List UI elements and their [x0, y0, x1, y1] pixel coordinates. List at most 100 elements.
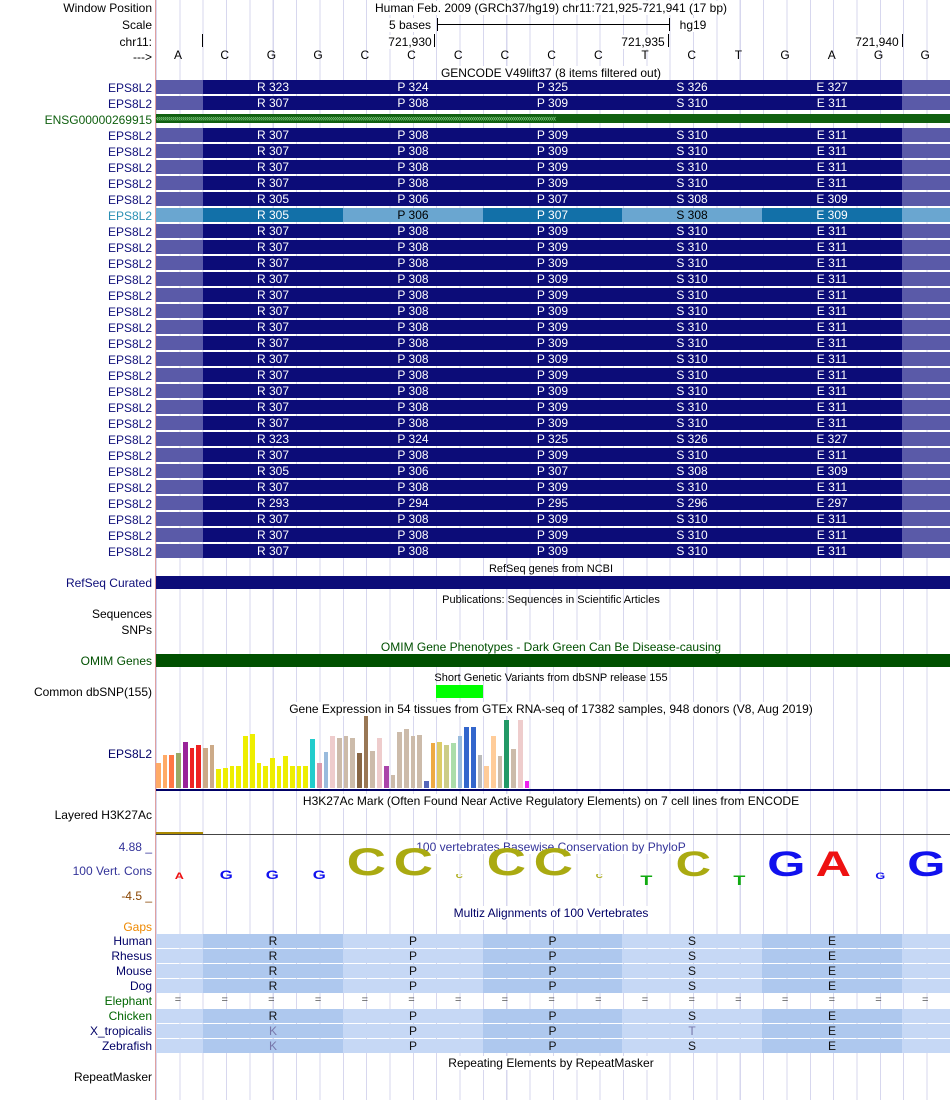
codon-amino-acid[interactable]: P 308 — [343, 272, 483, 286]
codon-amino-acid[interactable]: E 311 — [762, 240, 902, 254]
codon-amino-acid[interactable]: S 310 — [622, 528, 762, 542]
gencode-transcript-row[interactable]: R 305 P 306 P 307 S 308 E 309 — [156, 192, 950, 206]
codon-amino-acid[interactable]: P 295 — [483, 496, 622, 510]
codon-amino-acid[interactable]: P 308 — [343, 320, 483, 334]
gencode-transcript-row[interactable]: R 307 P 308 P 309 S 310 E 311 — [156, 544, 950, 558]
codon-amino-acid[interactable]: P 309 — [483, 128, 622, 142]
codon-amino-acid[interactable]: S 326 — [622, 80, 762, 94]
dbsnp-label[interactable]: Common dbSNP(155) — [33, 685, 152, 699]
gtex-tissue-bar[interactable] — [323, 752, 329, 788]
gtex-tissue-bar[interactable] — [310, 739, 315, 788]
multiz-species-label[interactable]: Rhesus — [111, 949, 152, 963]
gtex-tissue-bar[interactable] — [377, 738, 382, 788]
gtex-tissue-bar[interactable] — [162, 755, 168, 788]
codon-amino-acid[interactable]: S 310 — [622, 512, 762, 526]
codon-amino-acid[interactable]: S 310 — [622, 256, 762, 270]
codon-amino-acid[interactable]: S 310 — [622, 288, 762, 302]
repeatmasker-label[interactable]: RepeatMasker — [73, 1070, 152, 1084]
lncrna-gene-bar[interactable]: ‹‹‹‹‹‹‹‹‹‹‹‹‹‹‹‹‹‹‹‹‹‹‹‹‹‹‹‹‹‹‹‹‹‹‹‹‹‹‹‹… — [156, 114, 950, 123]
codon-amino-acid[interactable]: P 309 — [483, 176, 622, 190]
codon-amino-acid[interactable]: R 307 — [203, 128, 343, 142]
gencode-transcript-label[interactable]: EPS8L2 — [107, 241, 152, 255]
gencode-transcript-row[interactable]: R 307 P 308 P 309 S 310 E 311 — [156, 320, 950, 334]
gtex-tissue-bar[interactable] — [296, 766, 302, 788]
codon-amino-acid[interactable]: E 311 — [762, 224, 902, 238]
gencode-transcript-label[interactable]: EPS8L2 — [107, 337, 152, 351]
gtex-tissue-bar[interactable] — [390, 775, 396, 788]
codon-amino-acid[interactable]: E 311 — [762, 448, 902, 462]
codon-amino-acid[interactable]: S 310 — [622, 336, 762, 350]
multiz-species-label[interactable]: Elephant — [104, 994, 152, 1008]
codon-amino-acid[interactable]: R 307 — [203, 336, 343, 350]
gtex-tissue-bar[interactable] — [196, 745, 201, 788]
gtex-tissue-bar[interactable] — [410, 736, 416, 788]
codon-amino-acid[interactable]: P 309 — [483, 288, 622, 302]
gencode-transcript-row[interactable]: R 307 P 308 P 309 S 310 E 311 — [156, 272, 950, 286]
codon-amino-acid[interactable]: P 309 — [483, 144, 622, 158]
gtex-tissue-bar[interactable] — [269, 758, 275, 788]
codon-amino-acid[interactable]: S 308 — [622, 208, 762, 222]
gencode-transcript-label[interactable]: EPS8L2 — [107, 273, 152, 287]
lncrna-label[interactable]: ENSG00000269915 — [44, 113, 152, 127]
codon-amino-acid[interactable]: R 307 — [203, 400, 343, 414]
refseq-label[interactable]: RefSeq Curated — [65, 576, 152, 590]
gtex-chart[interactable] — [156, 716, 950, 788]
codon-amino-acid[interactable]: P 308 — [343, 400, 483, 414]
gtex-label[interactable]: EPS8L2 — [107, 747, 152, 761]
codon-amino-acid[interactable]: E 311 — [762, 128, 902, 142]
codon-amino-acid[interactable]: R 307 — [203, 288, 343, 302]
gencode-transcript-label[interactable]: EPS8L2 — [107, 177, 152, 191]
codon-amino-acid[interactable]: R 293 — [203, 496, 343, 510]
gencode-transcript-row[interactable]: R 307 P 308 P 309 S 310 E 311 — [156, 528, 950, 542]
gtex-tissue-bar[interactable] — [276, 766, 282, 788]
codon-amino-acid[interactable]: P 306 — [343, 192, 483, 206]
gtex-tissue-bar[interactable] — [504, 720, 510, 788]
codon-amino-acid[interactable]: R 307 — [203, 528, 343, 542]
codon-amino-acid[interactable]: P 309 — [483, 96, 622, 110]
gencode-transcript-label[interactable]: EPS8L2 — [107, 257, 152, 271]
codon-amino-acid[interactable]: E 311 — [762, 368, 902, 382]
gencode-transcript-label[interactable]: EPS8L2 — [107, 401, 152, 415]
codon-amino-acid[interactable]: S 310 — [622, 400, 762, 414]
codon-amino-acid[interactable]: P 309 — [483, 528, 622, 542]
gtex-tissue-bar[interactable] — [290, 766, 295, 788]
gtex-tissue-bar[interactable] — [256, 763, 262, 788]
multiz-species-label[interactable]: X_tropicalis — [89, 1024, 152, 1038]
gtex-tissue-bar[interactable] — [330, 736, 335, 788]
codon-amino-acid[interactable]: S 310 — [622, 160, 762, 174]
gtex-tissue-bar[interactable] — [383, 766, 389, 788]
gencode-transcript-label[interactable]: EPS8L2 — [107, 433, 152, 447]
codon-amino-acid[interactable]: P 308 — [343, 288, 483, 302]
gtex-tissue-bar[interactable] — [363, 716, 369, 788]
codon-amino-acid[interactable]: P 308 — [343, 224, 483, 238]
dbsnp-variant[interactable] — [436, 685, 483, 698]
codon-amino-acid[interactable]: E 311 — [762, 528, 902, 542]
gencode-transcript-row[interactable]: R 307 P 308 P 309 S 310 E 311 — [156, 448, 950, 462]
codon-amino-acid[interactable]: S 310 — [622, 368, 762, 382]
gtex-tissue-bar[interactable] — [497, 756, 503, 788]
gtex-tissue-bar[interactable] — [303, 766, 309, 788]
codon-amino-acid[interactable]: S 310 — [622, 224, 762, 238]
codon-amino-acid[interactable]: P 309 — [483, 160, 622, 174]
gtex-tissue-bar[interactable] — [350, 738, 356, 788]
gtex-tissue-bar[interactable] — [484, 766, 490, 788]
codon-amino-acid[interactable]: R 307 — [203, 320, 343, 334]
multiz-species-label[interactable]: Dog — [129, 979, 152, 993]
gtex-tissue-bar[interactable] — [524, 781, 530, 788]
codon-amino-acid[interactable]: S 310 — [622, 416, 762, 430]
codon-amino-acid[interactable]: P 325 — [483, 80, 622, 94]
codon-amino-acid[interactable]: R 307 — [203, 144, 343, 158]
codon-amino-acid[interactable]: P 308 — [343, 240, 483, 254]
gtex-tissue-bar[interactable] — [357, 753, 362, 788]
gtex-tissue-bar[interactable] — [403, 729, 409, 788]
codon-amino-acid[interactable]: E 327 — [762, 432, 902, 446]
gencode-transcript-label[interactable]: EPS8L2 — [107, 209, 152, 223]
codon-amino-acid[interactable]: P 308 — [343, 352, 483, 366]
multiz-title[interactable]: Multiz Alignments of 100 Vertebrates — [453, 906, 649, 920]
dbsnp-title[interactable]: Short Genetic Variants from dbSNP releas… — [434, 672, 668, 684]
gtex-tissue-bar[interactable] — [450, 743, 456, 788]
gencode-transcript-row[interactable]: R 323 P 324 P 325 S 326 E 327 — [156, 80, 950, 94]
codon-amino-acid[interactable]: S 296 — [622, 496, 762, 510]
